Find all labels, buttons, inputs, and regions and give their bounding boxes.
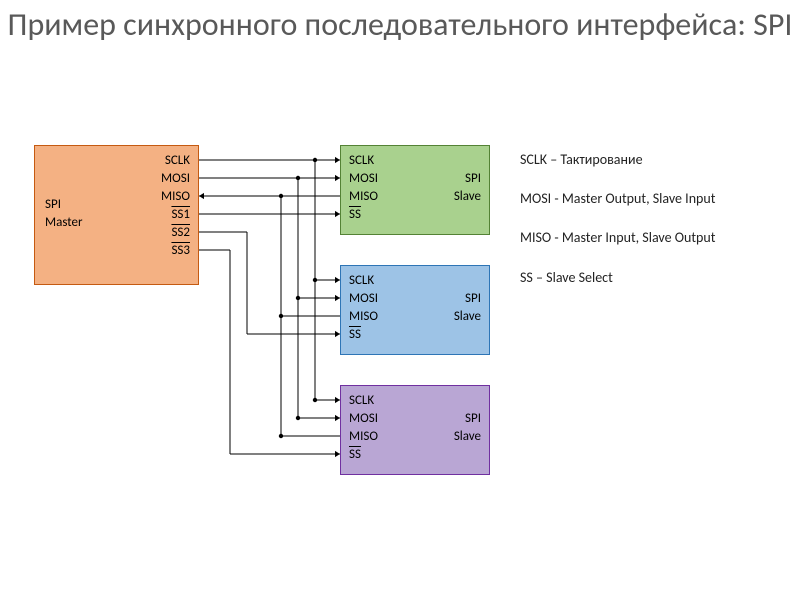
spi-slave-label: SPISlave bbox=[454, 290, 481, 326]
spi-slave-box-0: SCLKMOSIMISOSS SPISlave bbox=[340, 145, 490, 235]
spi-slave-pins: SCLKMOSIMISOSS bbox=[349, 272, 378, 344]
spi-master-box: SPIMaster SCLKMOSIMISOSS1SS2SS3 bbox=[34, 145, 199, 285]
spi-master-pins: SCLKMOSIMISOSS1SS2SS3 bbox=[161, 152, 190, 260]
legend-item: MOSI - Master Output, Slave Input bbox=[520, 189, 780, 209]
spi-slave-pins: SCLKMOSIMISOSS bbox=[349, 152, 378, 224]
page-title: Пример синхронного последовательного инт… bbox=[0, 0, 800, 44]
spi-slave-box-2: SCLKMOSIMISOSS SPISlave bbox=[340, 385, 490, 475]
legend-item: SS – Slave Select bbox=[520, 268, 780, 288]
spi-master-label: SPIMaster bbox=[45, 196, 83, 232]
legend-item: MISO - Master Input, Slave Output bbox=[520, 228, 780, 248]
spi-slave-box-1: SCLKMOSIMISOSS SPISlave bbox=[340, 265, 490, 355]
spi-slave-pins: SCLKMOSIMISOSS bbox=[349, 392, 378, 464]
spi-slave-label: SPISlave bbox=[454, 410, 481, 446]
legend-item: SCLK – Тактирование bbox=[520, 150, 780, 170]
legend: SCLK – Тактирование MOSI - Master Output… bbox=[520, 150, 780, 287]
spi-slave-label: SPISlave bbox=[454, 170, 481, 206]
